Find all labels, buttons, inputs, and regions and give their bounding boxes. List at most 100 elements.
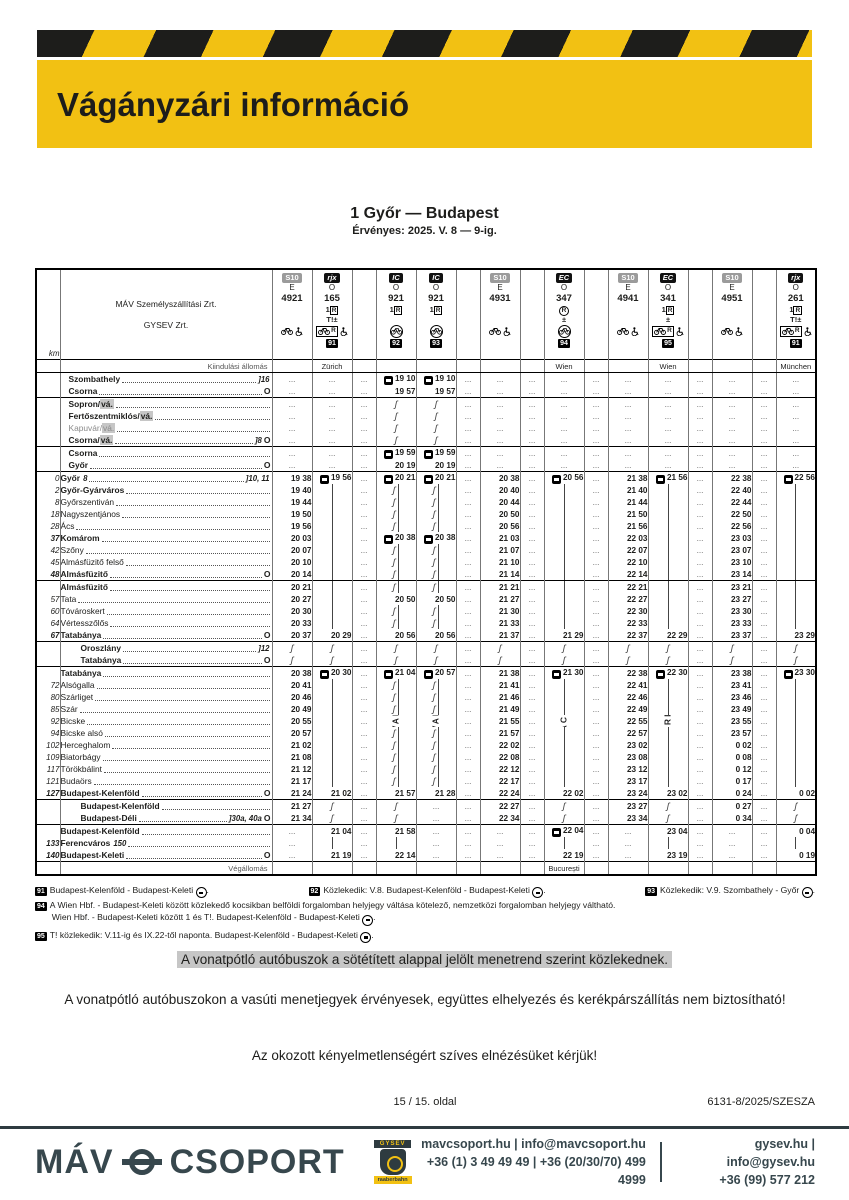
no-service-dots: ... bbox=[696, 728, 704, 738]
no-service-dots: ... bbox=[592, 813, 600, 823]
no-service-dots: ... bbox=[360, 473, 368, 483]
station-cell: Tatabánya O bbox=[59, 629, 272, 642]
station-name: Biatorbágy bbox=[60, 751, 101, 762]
time-cell: 22 14 bbox=[607, 568, 648, 581]
through-line bbox=[795, 508, 797, 520]
dot-leader bbox=[123, 650, 257, 652]
time-cell: ... bbox=[751, 520, 776, 532]
no-service-dots: ... bbox=[728, 850, 736, 860]
time-cell: ... bbox=[455, 824, 480, 837]
wavy-through-line: ʃ bbox=[417, 556, 456, 568]
no-service-dots: ... bbox=[560, 435, 568, 445]
time-cell: 20 10 bbox=[271, 556, 312, 568]
time-cell: ... bbox=[751, 372, 776, 385]
time-cell: ʃ bbox=[775, 641, 816, 654]
time-cell: ... bbox=[455, 751, 480, 763]
no-service-dots: ... bbox=[464, 776, 472, 786]
time-cell: ... bbox=[687, 605, 712, 617]
km-value: 140 bbox=[35, 849, 60, 862]
timetable-row: 37 Komárom 20 03... 20 38 20 38... 21 03.....… bbox=[35, 532, 816, 544]
wavy-line: ʃ bbox=[394, 434, 398, 446]
through-line bbox=[795, 751, 797, 763]
through-line bbox=[331, 544, 333, 556]
time-cell: ... bbox=[479, 434, 520, 447]
time-cell: ... bbox=[455, 410, 480, 422]
time-cell: ... bbox=[519, 703, 544, 715]
time-cell: 23 14 bbox=[711, 568, 752, 581]
timetable-row: 80 Szárliget 20 46... ʃ ʃ... 21 46...... 22 46… bbox=[35, 691, 816, 703]
wavy-through-line: ʃ bbox=[417, 508, 456, 520]
time-cell: ... bbox=[543, 446, 584, 459]
wavy-through-line: ʃ bbox=[417, 679, 456, 691]
time-value: 21 19 bbox=[331, 850, 352, 860]
no-service-dots: ... bbox=[528, 643, 536, 653]
time-cell: 20 30 bbox=[311, 666, 352, 679]
station-cell: Csorna/vá.]8 O bbox=[59, 434, 272, 447]
time-cell: ... bbox=[311, 446, 352, 459]
time-cell: ʃ bbox=[375, 605, 416, 617]
no-service-dots: ... bbox=[360, 594, 368, 604]
station-cell: Vértesszőlős bbox=[59, 617, 272, 629]
time-value: 21 08 bbox=[291, 752, 312, 762]
no-service-dots: ... bbox=[760, 838, 768, 848]
time-cell: 20 57 bbox=[415, 666, 456, 679]
km-value bbox=[35, 385, 60, 398]
through-line bbox=[331, 581, 333, 593]
wavy-through-line: ʃ bbox=[417, 727, 456, 739]
bus-circle-icon bbox=[195, 887, 207, 899]
time-cell: 22 19 bbox=[543, 849, 584, 862]
destination-row: Végállomás București bbox=[35, 861, 816, 875]
time-cell: ... bbox=[687, 568, 712, 581]
no-service-dots: ... bbox=[360, 557, 368, 567]
through-line bbox=[331, 605, 333, 617]
timetable-row: Budapest-Déli]30a, 40a O 21 34 ʃ... ʃ...... 2… bbox=[35, 812, 816, 825]
station-name: Győr bbox=[68, 459, 89, 470]
time-cell: ... bbox=[687, 629, 712, 642]
reservation-icon: R bbox=[433, 306, 443, 315]
no-service-dots: ... bbox=[624, 850, 632, 860]
through-line bbox=[331, 679, 333, 691]
destination-city bbox=[375, 861, 416, 875]
no-service-dots: ... bbox=[760, 801, 768, 811]
no-service-dots: ... bbox=[528, 533, 536, 543]
station-symbol: O bbox=[263, 629, 271, 640]
time-cell: ʃ bbox=[271, 654, 312, 667]
time-cell: ... bbox=[455, 641, 480, 654]
time-cell: ... bbox=[351, 410, 376, 422]
station-cell: Oroszlány]12 bbox=[59, 641, 272, 654]
through-line bbox=[795, 617, 797, 629]
time-cell: 21 46 bbox=[479, 691, 520, 703]
time-cell: ... bbox=[519, 593, 544, 605]
wavy-through-line: ʃ bbox=[417, 691, 456, 703]
no-service-dots: ... bbox=[696, 618, 704, 628]
time-cell bbox=[647, 593, 688, 605]
time-cell: 22 02 bbox=[479, 739, 520, 751]
no-service-dots: ... bbox=[464, 582, 472, 592]
mav-web: mavcsoport.hu | info@mavcsoport.hu bbox=[421, 1137, 646, 1151]
empty-train-column-header bbox=[351, 269, 376, 360]
no-service-dots: ... bbox=[592, 788, 600, 798]
no-service-dots: ... bbox=[328, 423, 336, 433]
km-value bbox=[35, 824, 60, 837]
time-cell: ... bbox=[751, 605, 776, 617]
time-cell: ... bbox=[519, 459, 544, 472]
through-line bbox=[795, 484, 797, 496]
train-category-badge-S10: S10 bbox=[722, 273, 742, 283]
train-number: 921 bbox=[428, 293, 444, 304]
station-cell: Budapest-Kelenföld bbox=[59, 824, 272, 837]
through-line bbox=[795, 837, 797, 849]
time-value: 21 57 bbox=[499, 728, 520, 738]
through-line bbox=[563, 751, 565, 763]
time-cell: 23 46 bbox=[711, 691, 752, 703]
train-category-badge-EC: EC bbox=[659, 273, 677, 283]
bicycle-icon bbox=[281, 328, 293, 335]
time-cell bbox=[647, 520, 688, 532]
time-cell: ... bbox=[519, 751, 544, 763]
station-cell: Csorna O bbox=[59, 385, 272, 398]
train-column-header-4951: S10 E 4951 bbox=[711, 269, 752, 360]
no-service-dots: ... bbox=[528, 618, 536, 628]
origin-city bbox=[607, 359, 648, 373]
no-service-dots: ... bbox=[360, 448, 368, 458]
time-cell: ... bbox=[519, 372, 544, 385]
time-cell: ... bbox=[711, 459, 752, 472]
